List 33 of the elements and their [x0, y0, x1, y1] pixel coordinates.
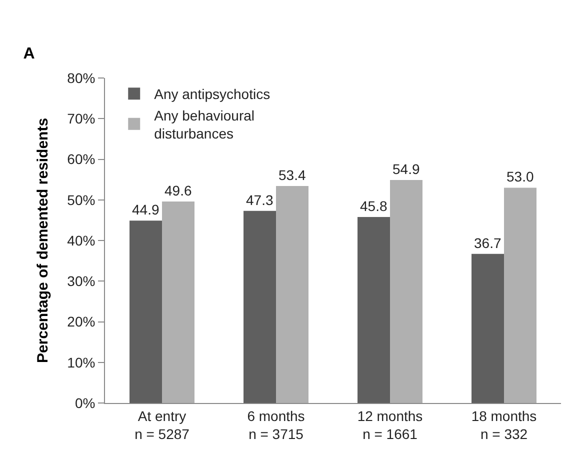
y-tick-label: 30%: [67, 273, 96, 290]
y-tick-label: 20%: [67, 314, 96, 330]
data-label: 45.8: [360, 198, 388, 214]
data-label: 44.9: [132, 202, 160, 218]
y-tick-label: 0%: [74, 394, 96, 411]
legend-label: Any antipsychotics: [154, 86, 270, 102]
x-tick-label: 6 months n = 3715: [247, 408, 305, 442]
x-tick-label: 18 months n = 332: [471, 408, 537, 442]
bar: [276, 186, 308, 403]
data-label: 54.9: [392, 160, 420, 177]
data-label: 49.6: [164, 182, 192, 198]
chart-title: A: [23, 45, 36, 62]
bar: [244, 210, 276, 403]
bar: [130, 220, 162, 403]
y-tick-label: 80%: [67, 70, 96, 86]
y-tick-label: 50%: [67, 192, 96, 208]
x-tick-label: At entry n = 5287: [134, 408, 190, 442]
x-tick-label: 12 months n = 1661: [357, 408, 423, 442]
legend-label: Any behavioural disturbances: [154, 107, 255, 142]
data-label: 53.4: [278, 167, 306, 184]
data-label: 47.3: [246, 192, 274, 208]
bar: [472, 254, 504, 403]
y-tick-label: 40%: [67, 232, 96, 248]
y-tick-label: 60%: [67, 151, 96, 168]
bar: [504, 188, 536, 403]
bar: [162, 202, 194, 403]
y-tick-label: 10%: [67, 354, 96, 370]
y-tick-label: 70%: [67, 110, 96, 127]
y-axis-title: Percentage of demented residents: [34, 118, 52, 364]
bar: [358, 216, 390, 403]
data-label: 36.7: [474, 234, 502, 251]
data-label: 53.0: [506, 168, 534, 185]
bar: [390, 180, 422, 403]
